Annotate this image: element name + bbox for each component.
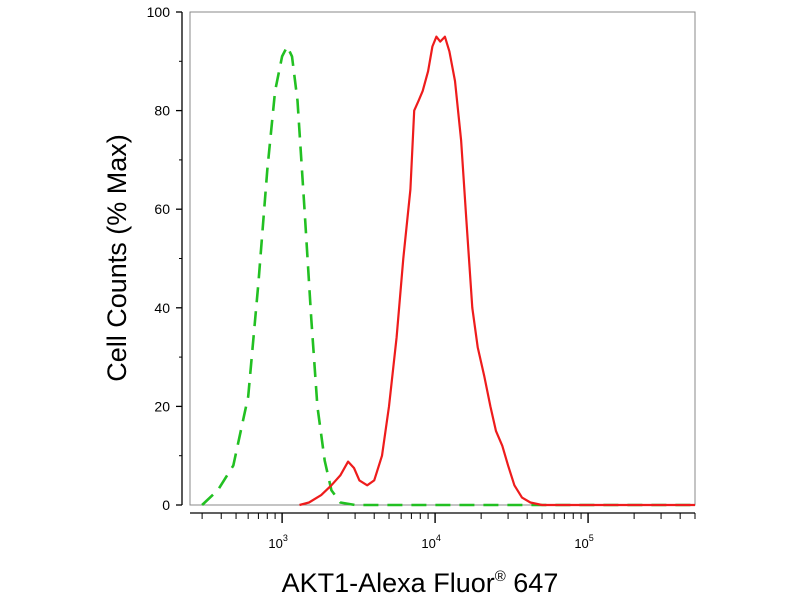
x-axis-title-registered-mark: ®: [495, 568, 506, 585]
y-tick-label-0: 0: [162, 497, 170, 513]
x-axis-title-main: AKT1-Alexa Fluor: [282, 568, 495, 598]
y-axis: 0 20 40 60 80 100: [147, 4, 183, 513]
y-tick-label-80: 80: [154, 103, 170, 119]
y-tick-label-20: 20: [154, 398, 170, 414]
x-tick-label-10-5: 105: [574, 533, 593, 551]
y-tick-label-60: 60: [154, 201, 170, 217]
y-tick-label-40: 40: [154, 300, 170, 316]
x-axis-title: AKT1-Alexa Fluor® 647: [282, 568, 559, 598]
x-axis-title-suffix: 647: [506, 568, 559, 598]
plot-area: [189, 11, 696, 506]
plot-frame: [189, 11, 696, 506]
y-axis-title: Cell Counts (% Max): [102, 134, 132, 382]
y-tick-label-100: 100: [147, 4, 171, 20]
x-tick-label-10-4: 104: [421, 533, 440, 551]
x-tick-label-10-3: 103: [268, 533, 287, 551]
x-axis: 103 104 105: [190, 512, 696, 551]
series-line-0-dashed: [201, 45, 695, 507]
series-line-1-solid: [299, 35, 695, 507]
series-layer: [201, 35, 695, 507]
